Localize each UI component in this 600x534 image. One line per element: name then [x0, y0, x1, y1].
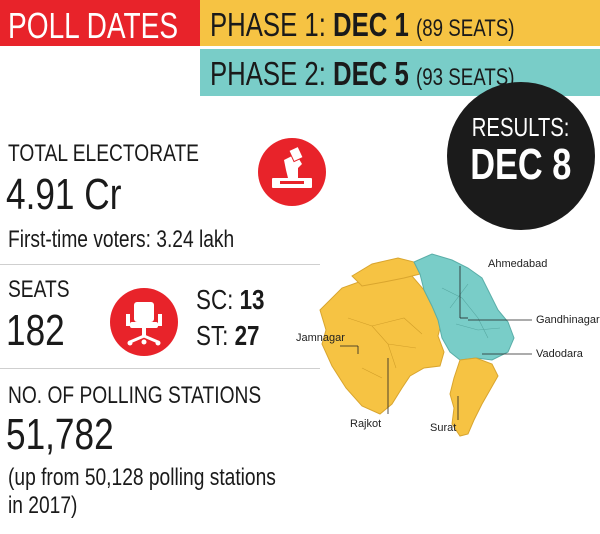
sc-seats: SC: 13 — [196, 284, 265, 316]
electorate-label: TOTAL ELECTORATE — [8, 140, 199, 167]
seats-label: SEATS — [8, 276, 70, 303]
polling-value: 51,782 — [6, 410, 114, 459]
phase1-seats: (89 SEATS) — [416, 15, 515, 42]
phase1-label: PHASE 1: — [210, 6, 326, 43]
divider-1 — [0, 264, 320, 265]
city-gandhinagar: Gandhinagar — [536, 314, 600, 326]
results-circle: RESULTS: DEC 8 — [447, 82, 595, 230]
polling-label: NO. OF POLLING STATIONS — [8, 382, 262, 409]
sc-value: 13 — [239, 284, 265, 315]
phase2-label: PHASE 2: — [210, 55, 326, 92]
seats-value: 182 — [6, 306, 65, 355]
phase1-date: DEC 1 — [333, 6, 409, 43]
first-time-voters: First-time voters: 3.24 lakh — [8, 226, 235, 253]
st-label: ST: — [196, 320, 229, 351]
electorate-value: 4.91 Cr — [6, 170, 122, 219]
poll-dates-title: POLL DATES — [8, 5, 179, 46]
sc-label: SC: — [196, 284, 234, 315]
city-surat: Surat — [430, 422, 457, 434]
results-date: DEC 8 — [470, 140, 572, 189]
south-region — [449, 357, 499, 437]
polling-note-line2: in 2017) — [8, 492, 78, 519]
divider-2 — [0, 368, 320, 369]
phase2-banner: PHASE 2: DEC 5 (93 SEATS) — [200, 49, 600, 96]
gujarat-map: Ahmedabad Gandhinagar Vadodara Jamnagar … — [292, 248, 600, 458]
city-vadodara: Vadodara — [536, 348, 583, 360]
city-rajkot: Rajkot — [350, 418, 382, 430]
poll-dates-banner: POLL DATES — [0, 0, 200, 46]
office-chair-icon — [110, 288, 178, 356]
phase2-region — [413, 253, 515, 361]
phase1-banner: PHASE 1: DEC 1 (89 SEATS) — [200, 0, 600, 46]
phase2-date: DEC 5 — [333, 55, 409, 92]
results-label: RESULTS: — [472, 112, 570, 142]
st-value: 27 — [234, 320, 260, 351]
polling-note-line1: (up from 50,128 polling stations — [8, 464, 276, 491]
st-seats: ST: 27 — [196, 320, 260, 352]
ballot-voting-icon — [258, 138, 326, 206]
city-jamnagar: Jamnagar — [296, 332, 345, 344]
city-ahmedabad: Ahmedabad — [488, 258, 548, 270]
